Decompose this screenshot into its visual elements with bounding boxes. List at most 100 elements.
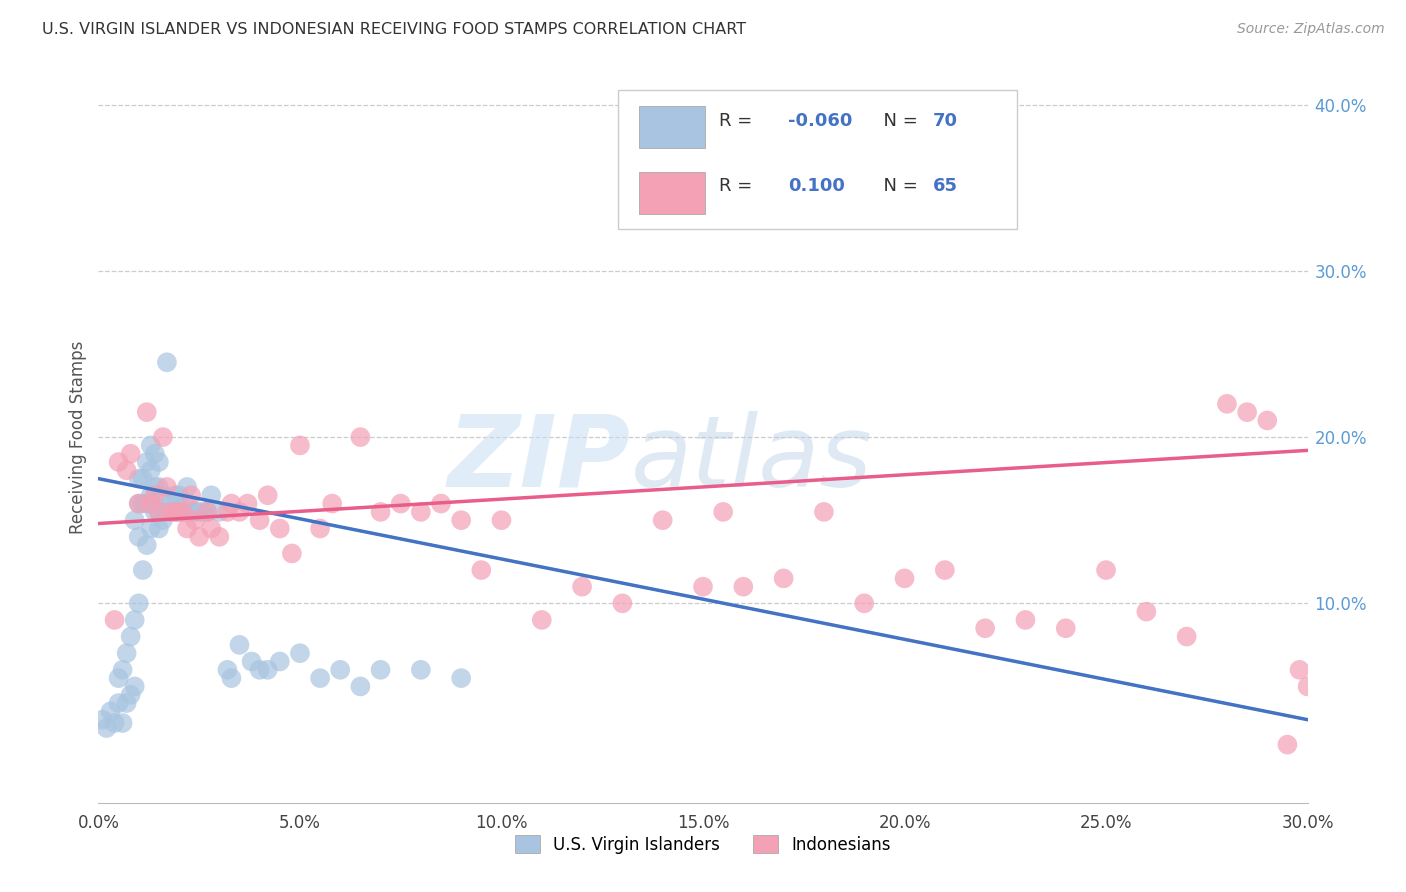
Point — [813, 505, 835, 519]
Point — [269, 655, 291, 669]
Point — [1256, 413, 1278, 427]
Point — [160, 505, 183, 519]
Point — [288, 438, 311, 452]
Point — [167, 505, 190, 519]
Point — [160, 505, 183, 519]
Point — [409, 505, 432, 519]
Point — [128, 497, 150, 511]
Point — [974, 621, 997, 635]
Point — [132, 472, 155, 486]
Point — [172, 505, 194, 519]
Point — [148, 480, 170, 494]
Point — [135, 497, 157, 511]
Point — [370, 505, 392, 519]
Point — [143, 480, 166, 494]
Point — [249, 663, 271, 677]
Point — [228, 505, 250, 519]
Point — [124, 613, 146, 627]
Point — [152, 488, 174, 502]
Point — [163, 505, 186, 519]
Point — [103, 716, 125, 731]
Point — [349, 430, 371, 444]
Point — [349, 680, 371, 694]
Text: 65: 65 — [932, 178, 957, 195]
Point — [256, 663, 278, 677]
Point — [128, 472, 150, 486]
Point — [139, 463, 162, 477]
Point — [184, 513, 207, 527]
Point — [430, 497, 453, 511]
Text: U.S. VIRGIN ISLANDER VS INDONESIAN RECEIVING FOOD STAMPS CORRELATION CHART: U.S. VIRGIN ISLANDER VS INDONESIAN RECEI… — [42, 22, 747, 37]
Point — [733, 580, 755, 594]
Point — [111, 716, 134, 731]
Point — [167, 505, 190, 519]
Point — [389, 497, 412, 511]
Point — [120, 630, 142, 644]
Point — [1095, 563, 1118, 577]
Point — [1175, 630, 1198, 644]
Point — [853, 596, 876, 610]
Legend: U.S. Virgin Islanders, Indonesians: U.S. Virgin Islanders, Indonesians — [508, 829, 898, 860]
FancyBboxPatch shape — [619, 89, 1018, 228]
Point — [115, 463, 138, 477]
Point — [167, 488, 190, 502]
Point — [1288, 663, 1310, 677]
Point — [571, 580, 593, 594]
Point — [193, 505, 215, 519]
Point — [321, 497, 343, 511]
Point — [132, 563, 155, 577]
Point — [107, 455, 129, 469]
Point — [1236, 405, 1258, 419]
Point — [288, 646, 311, 660]
Point — [1216, 397, 1239, 411]
Point — [934, 563, 956, 577]
Point — [450, 671, 472, 685]
Text: R =: R = — [718, 178, 758, 195]
Point — [152, 513, 174, 527]
Point — [111, 663, 134, 677]
Point — [176, 521, 198, 535]
Point — [176, 497, 198, 511]
Text: N =: N = — [872, 112, 924, 129]
Point — [143, 488, 166, 502]
Point — [281, 546, 304, 560]
Text: Source: ZipAtlas.com: Source: ZipAtlas.com — [1237, 22, 1385, 37]
Point — [156, 355, 179, 369]
Point — [103, 613, 125, 627]
Point — [409, 663, 432, 677]
Point — [148, 505, 170, 519]
Point — [240, 655, 263, 669]
Point — [139, 497, 162, 511]
Point — [96, 721, 118, 735]
Point — [128, 497, 150, 511]
Point — [148, 455, 170, 469]
Point — [893, 571, 915, 585]
Point — [139, 488, 162, 502]
Point — [115, 696, 138, 710]
Point — [120, 688, 142, 702]
Point — [143, 505, 166, 519]
Point — [100, 705, 122, 719]
Text: 0.100: 0.100 — [787, 178, 845, 195]
Text: N =: N = — [872, 178, 924, 195]
Point — [160, 497, 183, 511]
Point — [370, 663, 392, 677]
Point — [711, 505, 734, 519]
Point — [329, 663, 352, 677]
Point — [208, 530, 231, 544]
Point — [107, 671, 129, 685]
Point — [184, 505, 207, 519]
Point — [148, 505, 170, 519]
Point — [180, 505, 202, 519]
Point — [132, 497, 155, 511]
Point — [124, 513, 146, 527]
Point — [135, 538, 157, 552]
Point — [107, 696, 129, 710]
Point — [309, 671, 332, 685]
Text: ZIP: ZIP — [447, 410, 630, 508]
Point — [176, 480, 198, 494]
Point — [692, 580, 714, 594]
Point — [772, 571, 794, 585]
Point — [148, 521, 170, 535]
Point — [156, 480, 179, 494]
